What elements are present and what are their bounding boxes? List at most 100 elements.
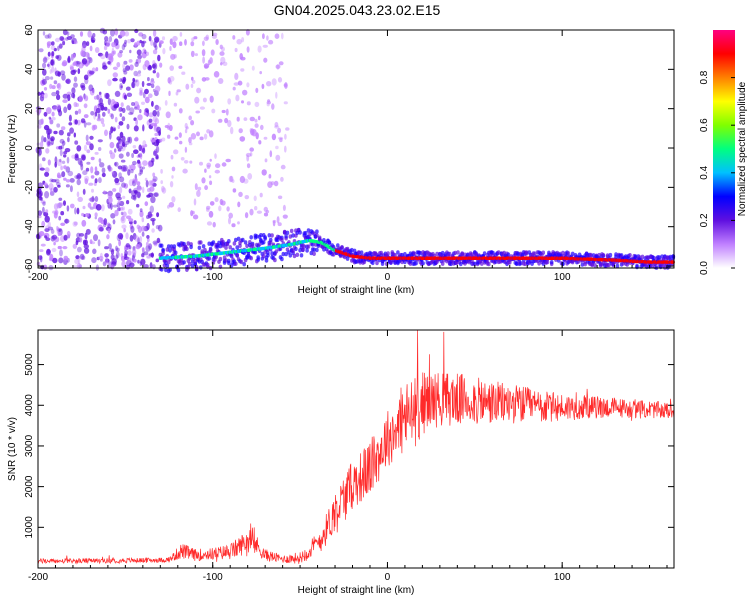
spectrogram-noise-cell: [226, 206, 230, 212]
spectrogram-noise-cell: [208, 130, 214, 138]
spectrogram-noise-cell: [76, 191, 80, 198]
spectrogram-noise-cell: [71, 40, 75, 45]
spectrogram-noise-cell: [84, 232, 88, 240]
spectrogram-noise-cell: [42, 57, 48, 64]
spectrogram-noise-cell: [88, 84, 94, 92]
spectrogram-ridge-halo-cell: [668, 254, 673, 260]
spectrogram-noise-cell: [136, 58, 142, 64]
spectrogram-noise-cell: [48, 116, 52, 120]
spectrogram-noise-cell: [54, 156, 58, 164]
spectrogram-noise-cell: [81, 85, 86, 91]
spectrogram-noise-cell: [225, 108, 229, 116]
spectrogram-ridge-halo-cell: [215, 244, 220, 249]
spectrogram-ridge-halo-cell: [310, 242, 315, 247]
spectrogram-noise-cell: [98, 226, 104, 232]
spectrogram-noise-cell: [57, 174, 62, 179]
spectrogram-ridge-halo-cell: [238, 243, 242, 248]
spectrogram-noise-cell: [245, 29, 250, 36]
spectrogram-noise-cell: [137, 259, 140, 264]
spectrogram-noise-cell: [122, 68, 127, 73]
spectrogram-noise-cell: [62, 93, 69, 99]
spectrogram-noise-cell: [261, 169, 267, 176]
snr-ytick-label: 2000: [24, 475, 35, 498]
spectrogram-noise-cell: [190, 50, 195, 58]
spectrogram-noise-cell: [73, 82, 78, 88]
spectrogram-noise-cell: [45, 148, 50, 154]
spectrogram-ridge-halo-cell: [245, 243, 249, 249]
spectrogram-noise-cell: [169, 46, 172, 51]
spectrogram-ridge-halo-cell: [396, 250, 400, 255]
spectrogram-noise-cell: [251, 65, 255, 71]
spectrogram-noise-cell: [70, 34, 75, 39]
spectrogram-noise-cell: [122, 141, 126, 147]
spectrogram-ridge-halo-cell: [211, 240, 216, 245]
spectrogram-noise-cell: [67, 57, 71, 64]
spectrogram-ridge-halo-cell: [375, 260, 379, 266]
spectrogram-noise-cell: [129, 107, 135, 115]
spectrogram-ylabel: Frequency (Hz): [7, 115, 18, 184]
spectrogram-noise-cell: [118, 239, 121, 247]
spectrogram-noise-cell: [91, 124, 96, 131]
spectrogram-noise-cell: [92, 33, 96, 38]
spectrogram-noise-cell: [83, 93, 86, 100]
spectrogram-noise-cell: [121, 182, 126, 188]
spectrogram-noise-cell: [126, 123, 130, 130]
spectrogram-ridge-halo-cell: [261, 254, 266, 259]
spectrogram-ridge-halo-cell: [312, 251, 316, 256]
colorbar-tick-label: 0.2: [699, 213, 710, 227]
spectrogram-noise-cell: [71, 87, 76, 94]
spectrogram-noise-cell: [153, 41, 157, 48]
spectrogram-noise-cell: [199, 161, 203, 166]
spectrogram-ridge-halo-cell: [273, 257, 277, 263]
spectrogram-noise-cell: [120, 253, 124, 259]
spectrogram-noise-cell: [76, 61, 81, 65]
spectrogram-noise-cell: [42, 201, 46, 206]
spectrogram-noise-cell: [238, 191, 243, 197]
spectrogram-noise-cell: [117, 165, 123, 170]
spectrogram-noise-cell: [149, 262, 153, 269]
spectrogram-noise-cell: [44, 56, 50, 60]
spectrogram-noise-cell: [114, 209, 119, 217]
spectrogram-noise-cell: [243, 178, 249, 184]
spectrogram-noise-cell: [74, 110, 79, 115]
spectrogram-noise-cell: [62, 246, 68, 250]
spectrogram-noise-cell: [46, 107, 52, 115]
spectrogram-noise-cell: [224, 117, 229, 124]
spectrogram-noise-cell: [199, 136, 204, 141]
spectrogram-noise-cell: [61, 160, 66, 164]
spectrogram-noise-cell: [51, 85, 56, 90]
spectrogram-noise-cell: [147, 188, 151, 193]
spectrogram-ridge-halo-cell: [523, 261, 527, 267]
spectrogram-noise-cell: [51, 51, 55, 57]
spectrogram-noise-cell: [147, 77, 150, 82]
spectrogram-noise-cell: [147, 211, 152, 219]
spectrogram-noise-cell: [89, 135, 94, 140]
spectrogram-noise-cell: [110, 103, 114, 110]
spectrogram-noise-cell: [126, 200, 130, 205]
spectrogram-noise-cell: [98, 147, 102, 151]
spectrogram-noise-cell: [87, 30, 92, 38]
spectrogram-noise-cell: [83, 247, 90, 254]
spectrogram-ridge-halo-cell: [306, 228, 311, 233]
spectrogram-noise-cell: [189, 160, 193, 164]
spectrogram-noise-cell: [122, 79, 126, 84]
spectrogram-noise-cell: [119, 131, 124, 138]
spectrogram-noise-cell: [116, 251, 120, 259]
spectrogram-noise-cell: [73, 101, 78, 108]
spectrogram-noise-cell: [211, 108, 216, 114]
spectrogram-ridge-halo-cell: [250, 243, 255, 248]
spectrogram-noise-cell: [40, 197, 44, 201]
spectrogram-ridge-halo-cell: [414, 261, 418, 266]
spectrogram-noise-cell: [67, 137, 70, 143]
spectrogram-ridge-halo-cell: [178, 261, 182, 266]
spectrogram-noise-cell: [135, 244, 141, 250]
spectrogram-noise-cell: [62, 40, 66, 46]
spectrogram-noise-cell: [169, 65, 174, 71]
spectrogram-noise-cell: [136, 49, 142, 56]
spectrogram-ridge-halo-cell: [173, 250, 178, 255]
spectrogram-noise-cell: [110, 152, 116, 160]
spectrogram-ridge-halo-cell: [309, 250, 314, 256]
spectrogram-noise-cell: [170, 154, 174, 160]
spectrogram-frame: [37, 29, 675, 269]
spectrogram-noise-cell: [277, 222, 282, 227]
